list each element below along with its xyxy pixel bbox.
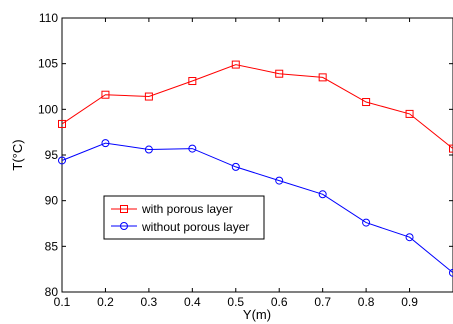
y-tick-label: 90 [45,194,59,208]
y-tick-label: 110 [39,11,58,25]
axis-ticks: 0.1 0.2 0.3 0.4 0.5 0.6 0.7 0.8 0.9 80 85 90 95 100 10… [38,11,453,309]
x-tick-label: 0.5 [227,295,244,309]
data-point-with-porous-layer [275,69,284,78]
plot-area [61,17,453,293]
series-line-with-porous-layer [61,64,453,149]
legend-box [103,195,265,240]
data-point-without-porous-layer [231,162,240,171]
x-tick-label: 0.2 [97,295,114,309]
data-point-with-porous-layer [231,60,240,69]
data-point-without-porous-layer [405,233,414,242]
data-point-with-porous-layer [318,73,327,82]
data-point-without-porous-layer [58,156,66,165]
y-tick-label: 100 [38,102,58,116]
y-tick-label: 95 [45,148,59,162]
x-tick-label: 0.8 [358,295,375,309]
data-point-without-porous-layer [318,190,327,199]
x-tick-label: 0.6 [271,295,288,309]
x-axis-label: Y(m) [243,307,271,322]
y-tick-label: 80 [45,285,59,299]
data-point-with-porous-layer [362,98,371,107]
data-point-without-porous-layer [101,139,110,148]
data-point-without-porous-layer [449,268,453,277]
y-axis-label: T(°C) [10,139,25,170]
x-tick-label: 0.7 [314,295,331,309]
data-point-with-porous-layer [58,119,66,128]
series-layer [58,60,453,277]
legend-label-without-porous-layer: without porous layer [141,220,249,234]
x-tick-label: 0.3 [141,295,158,309]
legend: with porous layer without porous layer [103,195,265,240]
data-point-with-porous-layer [188,77,197,86]
y-tick-label: 105 [38,57,58,71]
data-point-with-porous-layer [449,144,453,153]
data-point-without-porous-layer [275,176,284,185]
x-tick-label: 0.1 [54,295,71,309]
data-point-with-porous-layer [101,90,110,99]
legend-label-with-porous-layer: with porous layer [141,202,233,216]
series-line-without-porous-layer [61,142,453,274]
data-point-without-porous-layer [144,145,153,154]
x-tick-label: 0.9 [401,295,418,309]
legend-swatch-marker-with-porous-layer [120,205,128,213]
data-point-with-porous-layer [144,92,153,101]
data-point-without-porous-layer [362,218,371,227]
legend-swatch-marker-without-porous-layer [120,222,128,230]
data-point-with-porous-layer [405,109,414,118]
data-point-without-porous-layer [188,144,197,153]
y-tick-label: 85 [45,239,59,253]
x-tick-label: 0.4 [184,295,201,309]
